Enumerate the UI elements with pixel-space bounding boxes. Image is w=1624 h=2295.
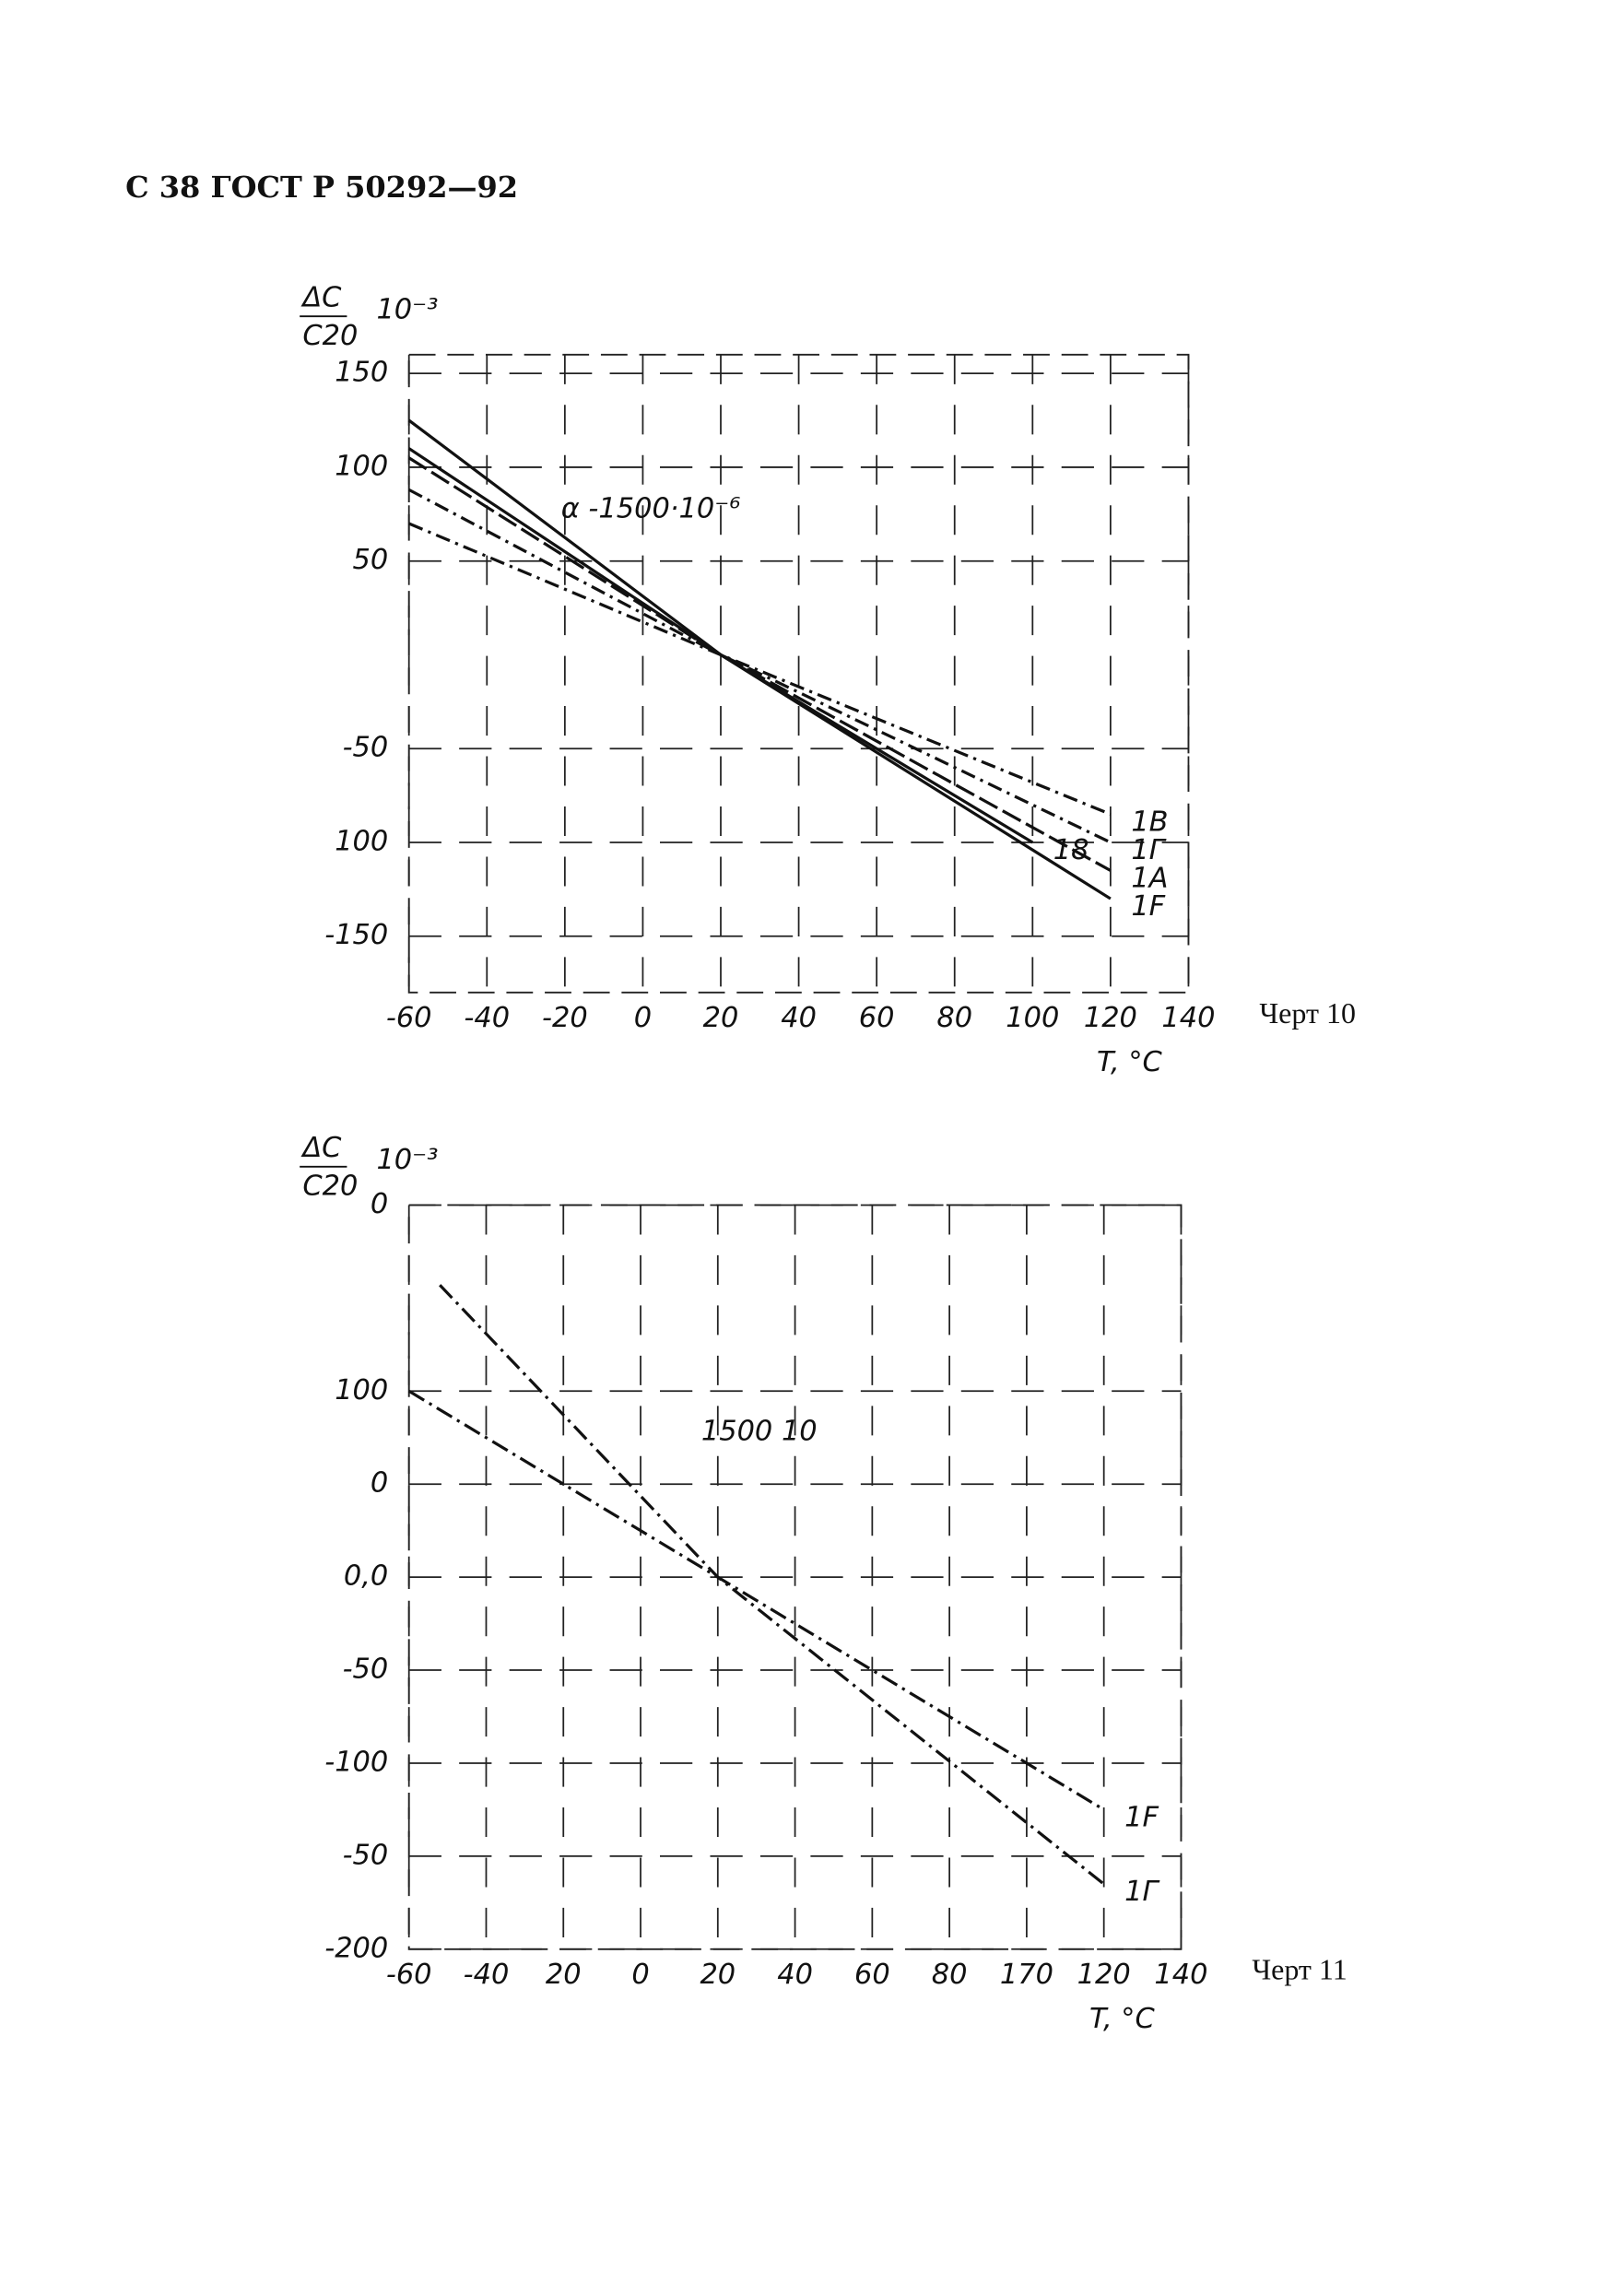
y-tick-label: 0 (371, 1467, 388, 1500)
x-tick-label: 0 (634, 1002, 652, 1034)
y-tick-label: 0,0 (344, 1560, 388, 1593)
series-label: 1A (1131, 863, 1168, 895)
y-label-numerator: ΔC (300, 281, 342, 313)
series-line (407, 456, 1112, 872)
y-label-factor: 10⁻³ (376, 1144, 438, 1176)
y-tick-label: -150 (324, 919, 388, 951)
series-label: 18 (1053, 834, 1089, 866)
y-label-denominator: C20 (302, 320, 358, 352)
x-tick-label: 140 (1154, 1959, 1207, 1991)
y-tick-label: -200 (324, 1932, 388, 1964)
series-label: 1F (1131, 890, 1165, 923)
x-tick-label: 0 (631, 1959, 649, 1991)
y-tick-label: 100 (335, 825, 388, 857)
x-tick-label: -60 (386, 1959, 432, 1991)
series-line (439, 1284, 1105, 1886)
x-tick-label: 140 (1161, 1002, 1215, 1034)
y-tick-label: -50 (343, 1839, 389, 1871)
x-axis-label: T, °C (1089, 2003, 1156, 2035)
x-tick-label: 40 (777, 1959, 813, 1991)
y-tick-label: -50 (343, 1654, 389, 1686)
x-tick-label: 20 (546, 1959, 582, 1991)
series-line (408, 522, 1112, 816)
x-tick-label: 20 (703, 1002, 739, 1034)
series-label: 1F (1124, 1802, 1159, 1834)
x-tick-label: -40 (464, 1002, 510, 1034)
x-tick-label: -20 (542, 1002, 588, 1034)
y-label-numerator: ΔC (300, 1132, 342, 1164)
x-tick-label: 120 (1077, 1959, 1131, 1991)
annotation: α -1500·10⁻⁶ (561, 493, 741, 525)
x-tick-label: -40 (464, 1959, 510, 1991)
y-tick-label: 50 (353, 544, 389, 576)
series-line (407, 488, 1112, 844)
x-tick-label: 60 (859, 1002, 895, 1034)
x-tick-label: 80 (936, 1002, 972, 1034)
x-tick-label: -60 (386, 1002, 432, 1034)
x-axis-label: T, °C (1097, 1046, 1163, 1078)
x-tick-label: 60 (854, 1959, 890, 1991)
x-tick-label: 170 (1000, 1959, 1053, 1991)
x-tick-label: 80 (932, 1959, 968, 1991)
y-tick-label: 0 (371, 1188, 388, 1220)
y-tick-label: 150 (335, 357, 388, 389)
series-label: 1Г (1131, 834, 1166, 866)
series-label: 1B (1131, 806, 1168, 839)
x-tick-label: 20 (700, 1959, 736, 1991)
caption: Черт 11 (1252, 1953, 1347, 1986)
y-tick-label: 100 (335, 450, 388, 482)
y-label-factor: 10⁻³ (376, 293, 438, 325)
x-tick-label: 120 (1084, 1002, 1137, 1034)
y-label-denominator: C20 (302, 1171, 358, 1203)
series-line (407, 447, 1034, 844)
y-tick-label: -50 (343, 732, 389, 764)
x-tick-label: 100 (1006, 1002, 1059, 1034)
page-header: С 38 ГОСТ Р 50292—92 (125, 170, 518, 205)
x-tick-label: 40 (781, 1002, 817, 1034)
annotation: 1500 10 (701, 1416, 818, 1448)
y-tick-label: 100 (335, 1374, 388, 1406)
series-line (407, 1389, 1105, 1811)
y-tick-label: -100 (324, 1746, 388, 1778)
caption: Черт 10 (1259, 996, 1356, 1030)
series-label: 1Г (1124, 1876, 1159, 1908)
